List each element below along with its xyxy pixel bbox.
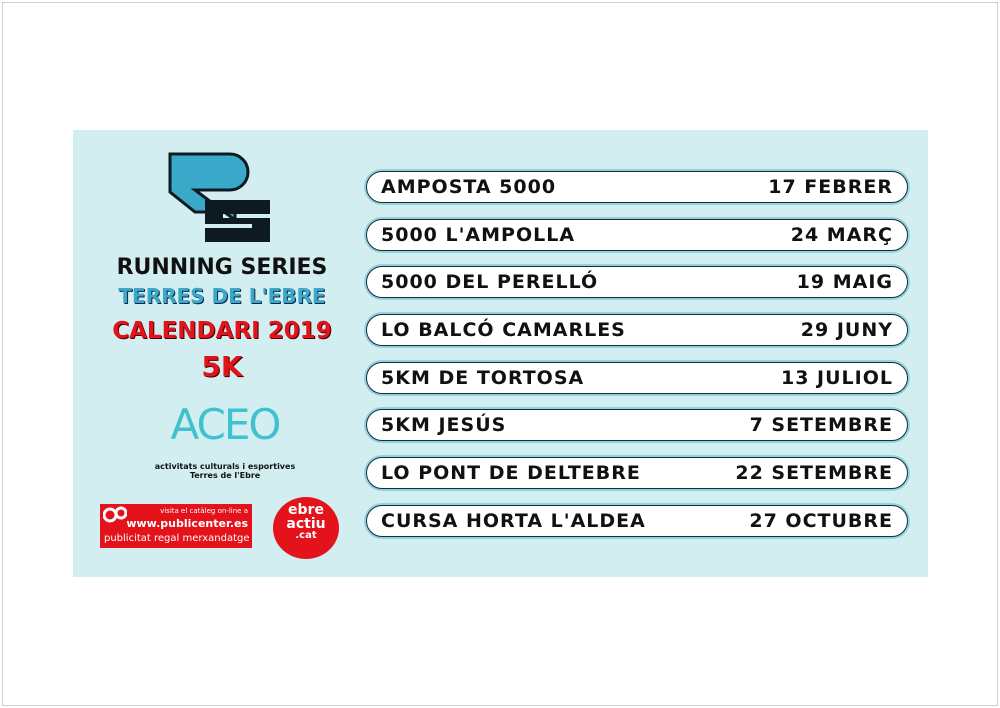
race-date: 29 JUNY: [800, 319, 893, 341]
race-name: LO BALCÓ CAMARLES: [381, 319, 626, 341]
aceo-line1: activitats culturals i esportives: [154, 462, 296, 471]
publicenter-line1: visita el catàleg on-line a: [160, 507, 248, 515]
aceo-logo: ACEO: [170, 400, 282, 449]
aceo-tagline: activitats culturals i esportives Terres…: [145, 462, 305, 480]
race-name: 5KM DE TORTOSA: [381, 367, 585, 389]
distance-label: 5K: [201, 350, 243, 383]
ebreactiu-line2: actiu: [286, 516, 326, 532]
race-date: 27 OCTUBRE: [749, 510, 893, 532]
race-name: 5000 L'AMPOLLA: [381, 224, 576, 246]
race-row: 5000 DEL PERELLÓ 19 MAIG: [366, 266, 908, 298]
race-name: LO PONT DE DELTEBRE: [381, 462, 641, 484]
race-row: 5KM JESÚS 7 SETEMBRE: [366, 409, 908, 441]
race-name: CURSA HORTA L'ALDEA: [381, 510, 646, 532]
race-date: 22 SETEMBRE: [735, 462, 893, 484]
race-date: 7 SETEMBRE: [749, 414, 893, 436]
race-date: 17 FEBRER: [768, 176, 893, 198]
race-row: LO PONT DE DELTEBRE 22 SETEMBRE: [366, 457, 908, 489]
title: RUNNING SERIES: [116, 255, 328, 280]
race-row: AMPOSTA 5000 17 FEBRER: [366, 171, 908, 203]
ebreactiu-logo: ebre actiu .cat: [273, 497, 339, 559]
rs-logo: [168, 152, 270, 242]
race-date: 19 MAIG: [796, 271, 893, 293]
publicenter-banner: visita el catàleg on-line a www.publicen…: [100, 504, 252, 548]
publicenter-url: www.publicenter.es: [126, 517, 248, 530]
race-name: 5KM JESÚS: [381, 414, 507, 436]
calendar-heading: CALENDARI 2019: [112, 318, 332, 344]
aceo-line2: Terres de l'Ebre: [189, 471, 261, 480]
race-name: AMPOSTA 5000: [381, 176, 557, 198]
race-date: 13 JULIOL: [781, 367, 893, 389]
race-row: 5000 L'AMPOLLA 24 MARÇ: [366, 219, 908, 251]
race-row: 5KM DE TORTOSA 13 JULIOL: [366, 362, 908, 394]
publicenter-icon: [103, 506, 127, 523]
race-row: CURSA HORTA L'ALDEA 27 OCTUBRE: [366, 505, 908, 537]
race-row: LO BALCÓ CAMARLES 29 JUNY: [366, 314, 908, 346]
publicenter-line3: publicitat regal merxandatge: [104, 533, 250, 544]
ebreactiu-line3: .cat: [295, 530, 317, 541]
race-date: 24 MARÇ: [790, 224, 893, 246]
subtitle: TERRES DE L'EBRE: [118, 284, 326, 308]
race-name: 5000 DEL PERELLÓ: [381, 271, 599, 293]
ebreactiu-line1: ebre: [288, 502, 324, 518]
